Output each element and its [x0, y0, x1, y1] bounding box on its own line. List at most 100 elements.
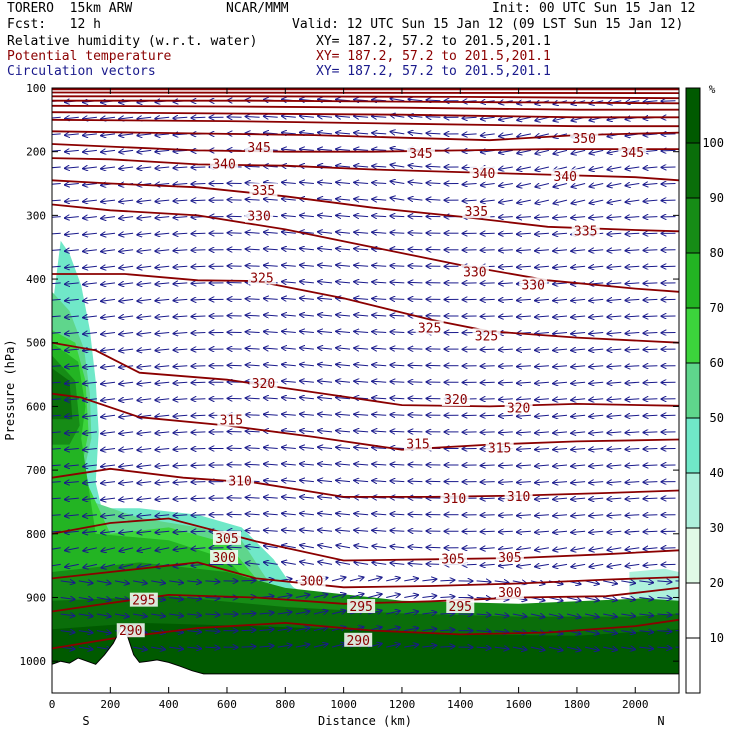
wind-vector: [535, 399, 549, 400]
wind-vector: [625, 531, 640, 532]
wind-vector: [427, 117, 441, 118]
wind-vector: [643, 415, 658, 416]
wind-vector: [517, 382, 531, 383]
north-label: N: [657, 714, 664, 728]
wind-vector: [517, 150, 532, 153]
wind-vector: [119, 283, 134, 285]
theta-contour-upper: [52, 95, 679, 100]
wind-vector: [52, 333, 61, 334]
wind-vector: [372, 562, 387, 564]
wind-vector: [553, 283, 568, 284]
wind-vector: [535, 515, 549, 516]
contour-label-bg: [217, 412, 246, 427]
wind-vector: [65, 150, 79, 151]
wind-vector: [246, 365, 260, 366]
wind-vector: [643, 266, 658, 267]
wind-vector: [65, 382, 79, 383]
wind-vector: [83, 465, 97, 467]
wind-vector: [535, 366, 549, 367]
wind-vector: [52, 531, 61, 532]
wind-vector: [300, 480, 314, 481]
wind-vector: [52, 150, 61, 151]
wind-vector: [625, 283, 640, 284]
wind-vector: [65, 134, 79, 135]
wind-vector: [481, 117, 495, 119]
wind-vector: [409, 165, 423, 167]
contour-label: 320: [252, 377, 275, 392]
contour-label: 315: [488, 441, 511, 456]
wind-vector: [463, 184, 477, 185]
wind-vector: [65, 531, 79, 532]
wind-vector: [499, 382, 513, 383]
wind-vector: [408, 233, 423, 234]
x-tick-label: 200: [100, 698, 120, 711]
wind-vector: [408, 249, 423, 250]
colorbar-segment: [686, 88, 700, 143]
wind-vector: [137, 250, 152, 252]
wind-vector: [535, 449, 549, 450]
wind-vector: [78, 614, 93, 616]
wind-vector: [643, 515, 658, 516]
wind-vector: [282, 182, 296, 183]
field-vectors-name: Circulation vectors: [7, 64, 156, 79]
wind-vector: [354, 116, 369, 117]
wind-vector: [553, 349, 568, 350]
wind-vector: [463, 134, 477, 135]
wind-vector: [83, 250, 97, 252]
wind-vector: [83, 333, 97, 335]
wind-vector: [246, 199, 260, 200]
wind-vector: [535, 564, 549, 566]
wind-vector: [318, 331, 333, 332]
wind-vector: [499, 266, 513, 267]
wind-vector: [499, 167, 513, 169]
theta-contour-335: [52, 179, 679, 233]
wind-vector: [481, 134, 495, 136]
wind-vector: [52, 283, 61, 284]
wind-vector: [318, 414, 333, 415]
wind-vector: [408, 547, 423, 548]
wind-vector: [155, 382, 170, 383]
wind-vector: [608, 184, 622, 187]
wind-vector: [517, 465, 531, 466]
wind-vector: [517, 349, 531, 350]
wind-vector: [440, 630, 454, 631]
wind-vector: [336, 545, 351, 548]
wind-vector: [499, 184, 513, 186]
wind-vector: [246, 166, 260, 167]
wind-vector: [643, 217, 658, 218]
wind-vector: [318, 199, 333, 200]
wind-vector: [155, 531, 170, 532]
wind-vector: [535, 150, 550, 153]
wind-vector: [589, 299, 604, 300]
wind-vector: [553, 250, 568, 251]
wind-vector: [626, 184, 640, 186]
wind-vector: [300, 282, 314, 283]
wind-vector: [318, 215, 333, 216]
theta-contour-320: [52, 341, 679, 408]
wind-vector: [390, 315, 405, 316]
colorbar-segment: [686, 363, 700, 418]
contour-label-bg: [249, 376, 278, 391]
wind-vector: [300, 215, 314, 216]
contour-label: 305: [498, 551, 521, 566]
wind-vector: [535, 200, 550, 203]
wind-vector: [137, 134, 152, 136]
wind-vector: [607, 250, 622, 251]
wind-vector: [60, 581, 75, 583]
wind-vector: [151, 614, 165, 616]
rh-region-70: [52, 342, 257, 604]
contour-label: 300: [498, 586, 521, 601]
wind-vector: [386, 627, 400, 630]
colorbar-label: 20: [710, 576, 724, 590]
wind-vector: [119, 250, 134, 252]
wind-vector: [481, 382, 495, 383]
wind-vector: [354, 447, 369, 448]
wind-vector: [52, 217, 61, 218]
wind-vector: [336, 215, 351, 216]
theta-contour-295: [52, 587, 679, 613]
wind-vector: [639, 614, 653, 616]
wind-vector: [625, 266, 640, 267]
wind-vector: [499, 316, 513, 317]
wind-vector: [499, 415, 513, 416]
wind-vector: [553, 150, 568, 153]
